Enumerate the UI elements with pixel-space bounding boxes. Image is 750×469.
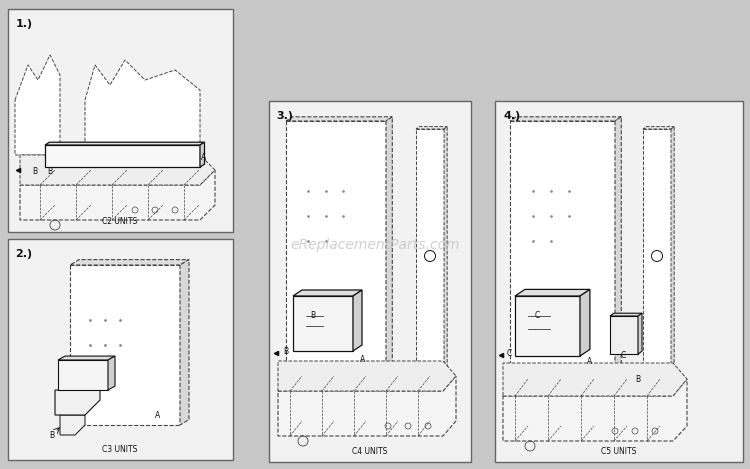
- Polygon shape: [278, 376, 456, 436]
- Polygon shape: [60, 415, 85, 435]
- Text: 1.): 1.): [16, 19, 33, 30]
- Polygon shape: [15, 55, 60, 155]
- Text: 4.): 4.): [503, 111, 520, 121]
- Polygon shape: [70, 260, 189, 265]
- Polygon shape: [444, 127, 447, 379]
- Polygon shape: [416, 129, 444, 379]
- Polygon shape: [610, 313, 642, 316]
- Polygon shape: [503, 363, 687, 396]
- Polygon shape: [510, 117, 621, 121]
- FancyBboxPatch shape: [8, 9, 232, 232]
- Polygon shape: [45, 145, 200, 167]
- Polygon shape: [510, 121, 615, 391]
- Polygon shape: [386, 117, 392, 391]
- FancyBboxPatch shape: [8, 239, 232, 460]
- Polygon shape: [580, 289, 590, 356]
- Polygon shape: [20, 170, 215, 220]
- Text: A: A: [201, 152, 206, 161]
- Text: B: B: [32, 167, 38, 176]
- Text: C3 UNITS: C3 UNITS: [102, 445, 138, 454]
- Text: A: A: [360, 355, 366, 363]
- Polygon shape: [58, 360, 108, 390]
- Text: C: C: [620, 351, 626, 361]
- Polygon shape: [70, 265, 180, 425]
- Polygon shape: [180, 260, 189, 425]
- Text: C4 UNITS: C4 UNITS: [352, 447, 388, 456]
- Text: C5 UNITS: C5 UNITS: [601, 447, 637, 456]
- Polygon shape: [278, 361, 456, 391]
- Polygon shape: [643, 129, 671, 379]
- Polygon shape: [286, 121, 386, 391]
- Polygon shape: [638, 313, 642, 354]
- Text: B: B: [310, 311, 316, 320]
- Text: B: B: [284, 347, 289, 356]
- Polygon shape: [615, 117, 621, 391]
- FancyBboxPatch shape: [495, 101, 742, 462]
- Text: B: B: [635, 375, 640, 384]
- Polygon shape: [293, 290, 362, 296]
- Polygon shape: [85, 60, 200, 155]
- Text: 3.): 3.): [277, 111, 293, 121]
- Polygon shape: [45, 142, 205, 145]
- Polygon shape: [515, 289, 590, 296]
- Text: A: A: [155, 410, 160, 419]
- Polygon shape: [503, 379, 687, 441]
- Text: C: C: [534, 311, 540, 320]
- Polygon shape: [200, 142, 205, 167]
- Polygon shape: [515, 296, 580, 356]
- Text: B: B: [47, 167, 53, 176]
- FancyBboxPatch shape: [268, 101, 471, 462]
- Polygon shape: [293, 296, 353, 351]
- Polygon shape: [610, 316, 638, 354]
- Polygon shape: [55, 390, 100, 415]
- Text: C: C: [506, 348, 512, 357]
- Text: B: B: [50, 431, 55, 439]
- Polygon shape: [353, 290, 362, 351]
- Text: eReplacementParts.com: eReplacementParts.com: [290, 238, 460, 252]
- Text: 2.): 2.): [16, 249, 33, 259]
- Polygon shape: [58, 356, 115, 360]
- Text: C2 UNITS: C2 UNITS: [102, 217, 138, 226]
- Polygon shape: [416, 127, 447, 129]
- Polygon shape: [671, 127, 674, 379]
- Polygon shape: [286, 117, 392, 121]
- Polygon shape: [108, 356, 115, 390]
- Text: A: A: [587, 356, 592, 365]
- Polygon shape: [20, 155, 215, 185]
- Polygon shape: [643, 127, 674, 129]
